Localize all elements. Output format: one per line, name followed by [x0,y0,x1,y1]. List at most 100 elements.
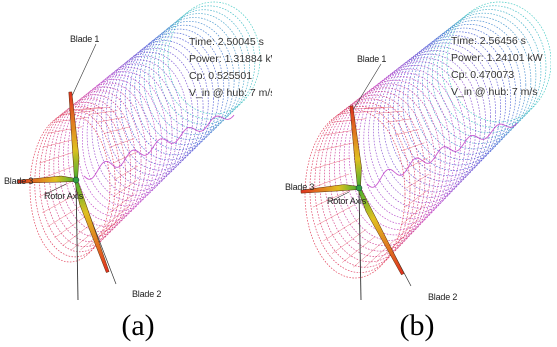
wake-ring [402,35,507,171]
wake-ring [304,109,406,279]
wake-ring [86,67,173,202]
cp-readout: Cp: 0.470073 [451,69,515,81]
hub [72,176,80,184]
wake-ring [115,44,204,171]
power-readout: Power: 1.24101 kW [451,52,543,64]
wake-ring [148,17,240,135]
wake-ring [427,16,532,144]
wake-filament [312,189,351,208]
wake-ring [129,32,219,156]
wake-ring [358,68,461,220]
wake-ring [91,63,178,197]
wake-filament [62,110,95,115]
wake-filament [405,157,428,170]
wake-ring [436,9,542,134]
wake-ring [417,23,522,155]
wake-filament [342,236,375,263]
wake-ring [120,40,209,166]
wake-filament [353,240,385,268]
root-vortex-helix [83,114,235,180]
wake-filament [323,218,360,242]
wake-visualization-b [300,1,551,301]
wake-ring [363,64,466,214]
power-readout: Power: 1.31884 kW [189,53,272,65]
rotor-axis-label: Rotor Axis [327,196,367,206]
wake-ring [348,76,451,230]
wake-filament [97,214,125,239]
wake-ring [353,72,456,225]
wake-ring [397,38,502,177]
wake-ring [81,71,168,207]
wake-filament [311,173,350,189]
wake-ring [324,94,426,257]
wake-filament [113,165,139,181]
wake-panel-a: Blade 1 Blade 3 Rotor Axis Blade 2 Time:… [4,0,272,306]
wake-filament [394,218,420,242]
blade-1-label: Blade 1 [70,34,100,44]
wake-filament [109,138,135,148]
wake-ring [67,82,152,222]
wake-ring [412,27,517,161]
wake-ring [158,9,251,125]
wake-filament [400,142,425,152]
wake-filament [109,193,135,213]
caption-b: (b) [399,309,435,342]
time-readout: Time: 2.56456 s [451,35,526,47]
rotor-axis-line [358,187,362,301]
wake-filament [406,173,430,189]
wake-filament [97,117,125,123]
wake-filament [312,157,351,170]
wake-filament [331,118,367,123]
inflow-velocity-readout: V_in @ hub: 7 m/s [189,87,272,99]
blade-3-label: Blade 3 [4,176,34,186]
time-readout: Time: 2.50045 s [189,36,264,48]
wake-ring [373,57,476,204]
simulation-info-b: Time: 2.56456 s Power: 1.24101 kW Cp: 0.… [451,33,543,101]
wake-ring [167,1,261,115]
wake-filament [47,126,83,134]
wake-filament [112,151,138,164]
wake-ring [387,46,491,187]
wake-filament [342,110,375,114]
wake-ring [143,20,235,140]
blade-2-label: Blade 2 [132,289,162,299]
wake-ring [338,83,441,241]
wake-ring [105,51,194,181]
wake-filament [112,179,138,198]
rotor-axis-label: Rotor Axis [44,191,84,201]
wake-panel-b: Blade 1 Blade 3 Rotor Axis Blade 2 Time:… [283,0,551,306]
caption-a: (a) [121,309,155,342]
wake-filament [400,205,425,226]
wake-ring [407,31,512,166]
wake-ring [343,79,446,236]
wake-ring [446,1,551,123]
wake-filament [364,107,394,110]
wake-ring [101,55,188,186]
wake-visualization-a [17,1,261,301]
wake-ring [34,109,116,258]
wake-ring [77,75,163,212]
wake-filament [353,107,385,110]
wake-ring [96,59,183,191]
wake-ring [329,91,431,252]
wake-ring [378,53,481,198]
wake-filament [394,129,419,136]
wake-ring [334,87,436,247]
wake-filament [54,214,88,239]
wake-ring [368,61,471,209]
wake-ring [58,90,142,232]
rotor-axis-leader [328,191,350,203]
cp-readout: Cp: 0.525501 [189,70,253,82]
wake-filament [104,126,131,134]
wake-ring [162,5,256,120]
wake-ring [53,94,137,237]
wake-filament [375,110,404,114]
wake-ring [110,47,199,176]
blade-1-label: Blade 1 [357,54,387,64]
wake-rings [304,1,551,279]
wake-ring [153,13,245,130]
wake-ring [43,102,126,248]
inflow-velocity-readout: V_in @ hub: 7 m/s [451,86,538,98]
wake-filament [71,224,103,250]
wake-ring [422,20,527,150]
